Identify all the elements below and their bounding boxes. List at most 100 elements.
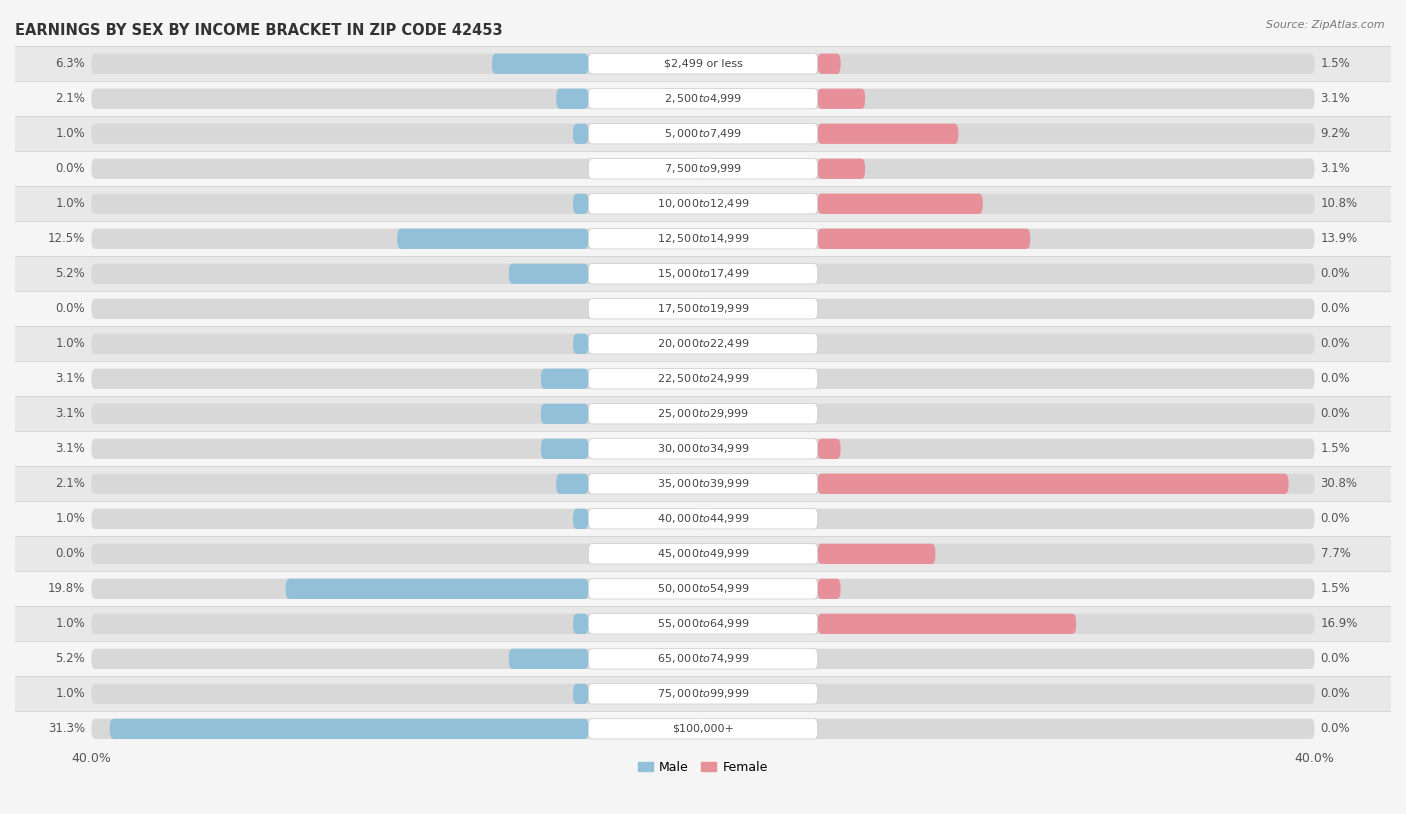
Text: 3.1%: 3.1% — [56, 407, 86, 420]
Text: $2,500 to $4,999: $2,500 to $4,999 — [664, 92, 742, 105]
Text: 1.0%: 1.0% — [56, 512, 86, 525]
FancyBboxPatch shape — [588, 544, 818, 564]
FancyBboxPatch shape — [541, 369, 588, 389]
Text: 1.5%: 1.5% — [1320, 442, 1350, 455]
Text: 30.8%: 30.8% — [1320, 477, 1358, 490]
Text: $15,000 to $17,499: $15,000 to $17,499 — [657, 267, 749, 280]
Text: 16.9%: 16.9% — [1320, 617, 1358, 630]
FancyBboxPatch shape — [588, 614, 818, 634]
FancyBboxPatch shape — [91, 334, 703, 354]
FancyBboxPatch shape — [818, 439, 841, 459]
FancyBboxPatch shape — [703, 369, 1315, 389]
Text: $45,000 to $49,999: $45,000 to $49,999 — [657, 547, 749, 560]
FancyBboxPatch shape — [15, 711, 1391, 746]
FancyBboxPatch shape — [15, 116, 1391, 151]
FancyBboxPatch shape — [703, 614, 1315, 634]
FancyBboxPatch shape — [818, 579, 841, 599]
Text: $30,000 to $34,999: $30,000 to $34,999 — [657, 442, 749, 455]
Text: 10.8%: 10.8% — [1320, 197, 1358, 210]
Text: $22,500 to $24,999: $22,500 to $24,999 — [657, 372, 749, 385]
FancyBboxPatch shape — [15, 501, 1391, 536]
Text: $65,000 to $74,999: $65,000 to $74,999 — [657, 652, 749, 665]
FancyBboxPatch shape — [574, 614, 588, 634]
FancyBboxPatch shape — [703, 649, 1315, 669]
FancyBboxPatch shape — [588, 369, 818, 389]
FancyBboxPatch shape — [703, 439, 1315, 459]
Text: 3.1%: 3.1% — [56, 372, 86, 385]
FancyBboxPatch shape — [588, 124, 818, 144]
FancyBboxPatch shape — [703, 89, 1315, 109]
Text: 0.0%: 0.0% — [1320, 652, 1350, 665]
Text: 2.1%: 2.1% — [55, 477, 86, 490]
FancyBboxPatch shape — [91, 299, 703, 319]
Text: $10,000 to $12,499: $10,000 to $12,499 — [657, 197, 749, 210]
FancyBboxPatch shape — [588, 649, 818, 669]
FancyBboxPatch shape — [588, 194, 818, 214]
Text: $7,500 to $9,999: $7,500 to $9,999 — [664, 162, 742, 175]
Text: 3.1%: 3.1% — [56, 442, 86, 455]
FancyBboxPatch shape — [91, 649, 703, 669]
Text: 0.0%: 0.0% — [56, 302, 86, 315]
Text: 9.2%: 9.2% — [1320, 127, 1351, 140]
FancyBboxPatch shape — [91, 194, 703, 214]
Text: 0.0%: 0.0% — [1320, 337, 1350, 350]
FancyBboxPatch shape — [588, 54, 818, 74]
Text: 1.0%: 1.0% — [56, 687, 86, 700]
FancyBboxPatch shape — [15, 291, 1391, 326]
Text: $20,000 to $22,499: $20,000 to $22,499 — [657, 337, 749, 350]
FancyBboxPatch shape — [703, 684, 1315, 704]
Text: 0.0%: 0.0% — [56, 162, 86, 175]
FancyBboxPatch shape — [703, 124, 1315, 144]
FancyBboxPatch shape — [509, 264, 588, 284]
FancyBboxPatch shape — [15, 571, 1391, 606]
Text: $12,500 to $14,999: $12,500 to $14,999 — [657, 232, 749, 245]
FancyBboxPatch shape — [588, 684, 818, 704]
FancyBboxPatch shape — [91, 369, 703, 389]
Text: EARNINGS BY SEX BY INCOME BRACKET IN ZIP CODE 42453: EARNINGS BY SEX BY INCOME BRACKET IN ZIP… — [15, 23, 502, 38]
FancyBboxPatch shape — [110, 719, 588, 739]
Text: 1.0%: 1.0% — [56, 197, 86, 210]
FancyBboxPatch shape — [15, 536, 1391, 571]
Text: $25,000 to $29,999: $25,000 to $29,999 — [657, 407, 749, 420]
Text: $35,000 to $39,999: $35,000 to $39,999 — [657, 477, 749, 490]
FancyBboxPatch shape — [15, 641, 1391, 676]
Text: Source: ZipAtlas.com: Source: ZipAtlas.com — [1267, 20, 1385, 30]
FancyBboxPatch shape — [91, 439, 703, 459]
Text: 0.0%: 0.0% — [1320, 267, 1350, 280]
FancyBboxPatch shape — [541, 404, 588, 424]
FancyBboxPatch shape — [703, 194, 1315, 214]
FancyBboxPatch shape — [15, 46, 1391, 81]
Text: 12.5%: 12.5% — [48, 232, 86, 245]
Text: 0.0%: 0.0% — [1320, 372, 1350, 385]
FancyBboxPatch shape — [15, 256, 1391, 291]
Text: 5.2%: 5.2% — [56, 652, 86, 665]
FancyBboxPatch shape — [91, 684, 703, 704]
FancyBboxPatch shape — [818, 229, 1031, 249]
Text: 3.1%: 3.1% — [1320, 162, 1350, 175]
Text: $17,500 to $19,999: $17,500 to $19,999 — [657, 302, 749, 315]
FancyBboxPatch shape — [588, 159, 818, 179]
FancyBboxPatch shape — [557, 89, 588, 109]
FancyBboxPatch shape — [492, 54, 588, 74]
FancyBboxPatch shape — [818, 159, 865, 179]
Text: 0.0%: 0.0% — [1320, 302, 1350, 315]
Text: $5,000 to $7,499: $5,000 to $7,499 — [664, 127, 742, 140]
FancyBboxPatch shape — [91, 89, 703, 109]
FancyBboxPatch shape — [703, 579, 1315, 599]
Text: $55,000 to $64,999: $55,000 to $64,999 — [657, 617, 749, 630]
FancyBboxPatch shape — [588, 509, 818, 529]
Text: 0.0%: 0.0% — [1320, 687, 1350, 700]
Text: 1.0%: 1.0% — [56, 127, 86, 140]
FancyBboxPatch shape — [818, 614, 1076, 634]
FancyBboxPatch shape — [15, 186, 1391, 221]
Text: 0.0%: 0.0% — [56, 547, 86, 560]
FancyBboxPatch shape — [509, 649, 588, 669]
FancyBboxPatch shape — [541, 439, 588, 459]
FancyBboxPatch shape — [15, 81, 1391, 116]
FancyBboxPatch shape — [818, 89, 865, 109]
FancyBboxPatch shape — [91, 229, 703, 249]
FancyBboxPatch shape — [15, 326, 1391, 361]
FancyBboxPatch shape — [703, 229, 1315, 249]
FancyBboxPatch shape — [15, 361, 1391, 396]
FancyBboxPatch shape — [91, 614, 703, 634]
